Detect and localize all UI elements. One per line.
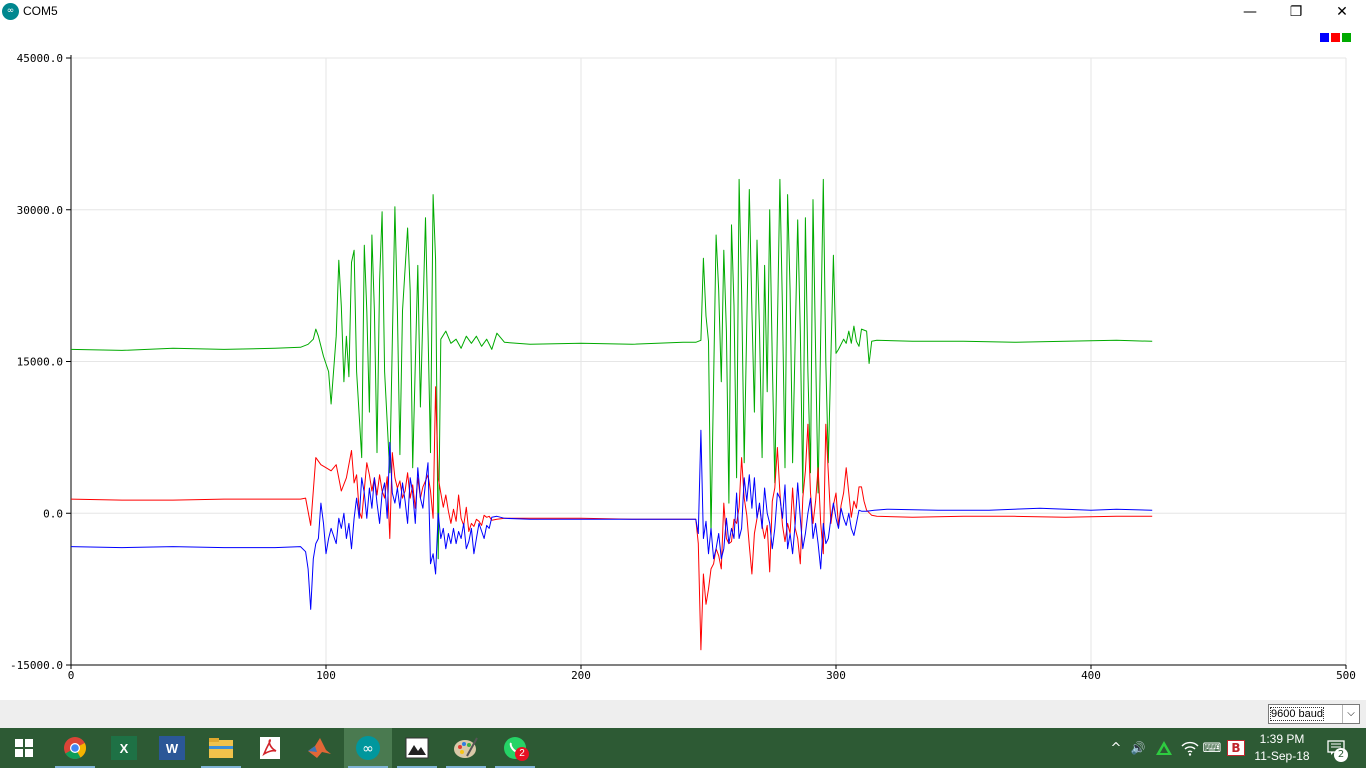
restore-button[interactable]: ❐ (1289, 4, 1303, 20)
legend-swatch (1320, 33, 1329, 42)
y-tick-label: 45000.0 (17, 52, 63, 65)
green-triangle-icon (1156, 741, 1172, 755)
legend-swatch (1331, 33, 1340, 42)
excel-icon: X (111, 736, 137, 760)
y-tick-label: -15000.0 (10, 659, 63, 672)
y-tick-label: 15000.0 (17, 356, 63, 369)
acrobat-reader-icon (260, 737, 280, 759)
close-button[interactable]: ✕ (1336, 4, 1348, 20)
taskbar-whatsapp[interactable]: 2 (491, 728, 539, 768)
y-tick-label: 30000.0 (17, 204, 63, 217)
taskbar-paint[interactable] (442, 728, 490, 768)
taskbar-chrome[interactable] (51, 728, 99, 768)
window-title: COM5 (23, 4, 58, 18)
legend (1320, 33, 1351, 42)
legend-swatch (1342, 33, 1351, 42)
series-line-3 (70, 429, 1153, 610)
series-line-2 (70, 386, 1153, 651)
x-tick-label: 400 (1081, 669, 1101, 682)
taskbar: X W ∞ (0, 728, 1366, 768)
x-tick-label: 500 (1336, 669, 1356, 682)
y-tick-label: 0.0 (43, 507, 63, 520)
taskbar-arduino[interactable]: ∞ (344, 728, 392, 768)
bottom-bar: 9600 baud ⌵ (0, 700, 1366, 728)
taskbar-file-explorer[interactable] (197, 728, 245, 768)
taskbar-matlab[interactable] (295, 728, 343, 768)
clock-date: 11-Sep-18 (1254, 749, 1310, 763)
series-line-1 (70, 178, 1153, 560)
minimize-button[interactable]: — (1243, 4, 1257, 20)
x-tick-label: 200 (571, 669, 591, 682)
windows-start-icon (15, 739, 33, 757)
notifications-count-badge: 2 (1334, 748, 1348, 762)
arduino-icon: ∞ (356, 736, 380, 760)
baud-rate-value: 9600 baud (1270, 707, 1324, 721)
keyboard-icon: ⌨ (1202, 740, 1222, 756)
y-axis-ticks: 45000.0 30000.0 15000.0 0.0 -15000.0 (10, 52, 71, 672)
baud-rate-select[interactable]: 9600 baud ⌵ (1268, 704, 1360, 724)
whatsapp-unread-badge: 2 (515, 747, 529, 761)
serial-plotter-chart: 45000.0 30000.0 15000.0 0.0 -15000.0 0 100 200… (10, 33, 1356, 682)
taskbar-word[interactable]: W (148, 728, 196, 768)
taskbar-photos[interactable] (393, 728, 441, 768)
axes (70, 55, 1346, 666)
series-lines (70, 178, 1153, 651)
chevron-up-icon: ^ (1110, 740, 1122, 756)
title-bar: ∞ COM5 — ❐ ✕ (0, 0, 1366, 24)
chevron-down-icon: ⌵ (1342, 705, 1359, 723)
input-indicator-button[interactable]: ⌨ (1202, 728, 1222, 768)
clock[interactable]: 1:39 PM 11-Sep-18 (1250, 731, 1314, 765)
chrome-icon (64, 737, 86, 759)
matlab-icon (308, 738, 331, 758)
show-hidden-icons-button[interactable]: ^ (1108, 728, 1124, 768)
action-center-button[interactable]: 2 (1322, 728, 1350, 768)
b-app-icon: B (1227, 740, 1245, 756)
tray-app-button[interactable] (1154, 728, 1174, 768)
network-button[interactable] (1178, 728, 1202, 768)
tray-b-app-button[interactable]: B (1226, 728, 1246, 768)
x-tick-label: 300 (826, 669, 846, 682)
x-axis-ticks: 0 100 200 300 400 500 (68, 665, 1356, 682)
volume-button[interactable]: 🔊 (1128, 728, 1148, 768)
clock-time: 1:39 PM (1259, 732, 1305, 746)
volume-icon: 🔊 (1130, 741, 1146, 755)
word-icon: W (159, 736, 185, 760)
x-tick-label: 100 (316, 669, 336, 682)
paint-icon (454, 737, 478, 758)
file-explorer-icon (209, 738, 233, 758)
start-button[interactable] (0, 728, 48, 768)
x-tick-label: 0 (68, 669, 75, 682)
arduino-infinity-icon: ∞ (2, 3, 19, 20)
taskbar-acrobat[interactable] (246, 728, 294, 768)
wifi-icon (1181, 741, 1199, 756)
svg-text:∞: ∞ (362, 741, 374, 757)
photos-icon (405, 737, 429, 759)
taskbar-excel[interactable]: X (100, 728, 148, 768)
